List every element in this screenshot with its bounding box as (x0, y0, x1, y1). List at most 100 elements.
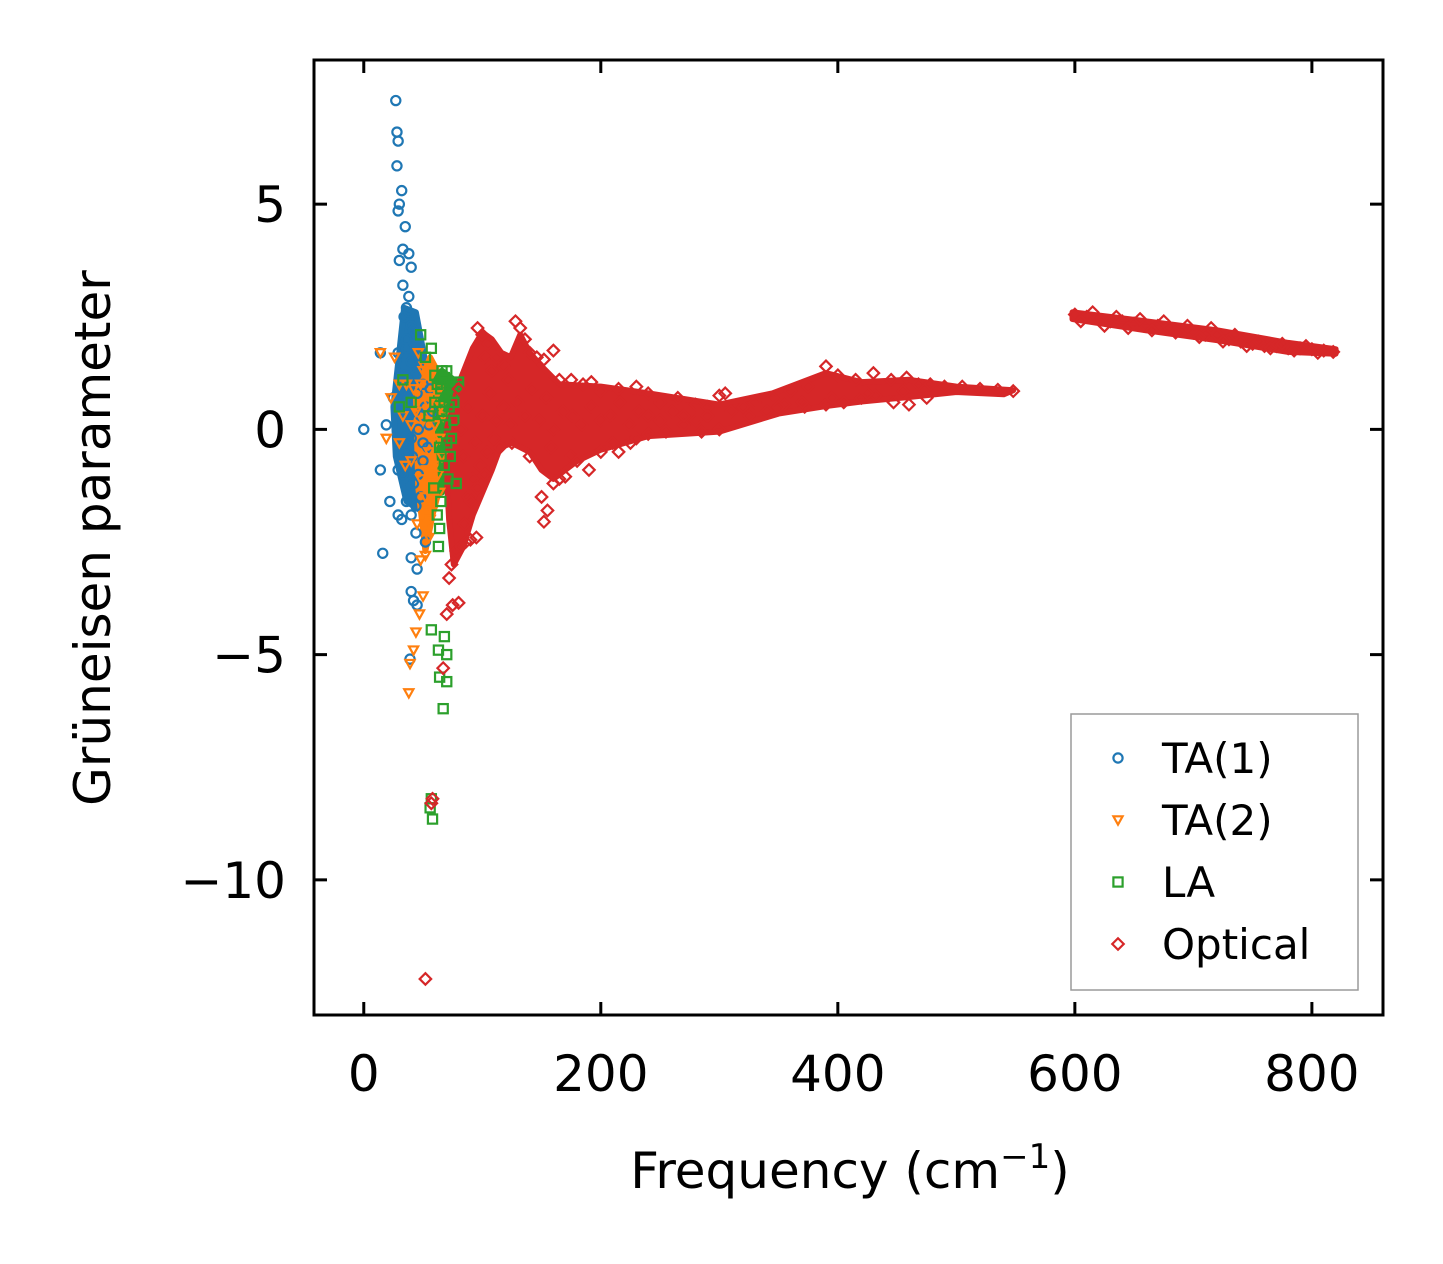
point-optical-99 (474, 408, 490, 424)
point-optical-66 (712, 388, 727, 403)
point-optical-36 (534, 489, 549, 505)
point-optical-167 (1144, 322, 1160, 338)
point-optical-178 (1156, 313, 1172, 329)
point-ta1-55 (405, 585, 417, 598)
point-optical-163 (1325, 344, 1341, 360)
x-tick-label-800: 800 (1264, 1045, 1359, 1103)
point-ta1-37 (374, 464, 387, 476)
point-la-21 (433, 441, 446, 454)
legend-label-ta1: TA(1) (1161, 734, 1273, 783)
point-la-29 (438, 630, 451, 643)
point-optical-110 (555, 404, 571, 419)
point-optical-108 (538, 390, 554, 406)
point-ta1-5 (396, 184, 408, 197)
point-ta1-7 (392, 205, 404, 217)
point-optical-107 (531, 413, 547, 428)
point-optical-129 (824, 390, 840, 406)
point-optical-128 (794, 395, 810, 410)
point-optical-1 (425, 791, 440, 807)
point-optical-175 (1085, 304, 1100, 320)
point-optical-5 (445, 597, 460, 613)
point-ta1-23 (405, 356, 417, 368)
point-ta2-27 (414, 555, 428, 567)
point-optical-79 (911, 377, 926, 392)
point-optical-97 (460, 399, 476, 415)
x-tick-label-400: 400 (790, 1045, 885, 1103)
point-optical-53 (694, 424, 709, 439)
point-ta1-8 (399, 220, 411, 233)
point-optical-172 (1263, 340, 1278, 356)
point-ta1-13 (397, 279, 409, 291)
point-la-37 (405, 396, 417, 409)
point-la-30 (441, 648, 453, 661)
point-optical-121 (664, 404, 680, 419)
point-optical-101 (489, 413, 504, 428)
point-optical-100 (482, 386, 497, 401)
point-ta1-39 (397, 468, 409, 481)
point-ta2-32 (403, 658, 417, 671)
point-optical-41 (557, 469, 573, 484)
point-la-43 (436, 365, 448, 377)
point-optical-7 (441, 570, 457, 586)
point-ta2-17 (428, 420, 442, 432)
point-optical-67 (717, 386, 733, 401)
point-optical-120 (652, 413, 668, 428)
point-optical-13 (469, 530, 484, 545)
point-optical-84 (990, 382, 1006, 398)
point-ta2-14 (422, 447, 436, 459)
point-optical-112 (574, 417, 590, 433)
y-axis-label: Grüneisen parameter (64, 270, 122, 806)
point-optical-93 (886, 395, 901, 410)
point-la-41 (448, 396, 460, 409)
point-optical-68 (735, 399, 751, 415)
point-optical-77 (883, 372, 899, 388)
dense-band-layer (390, 304, 1339, 568)
point-ta2-41 (404, 420, 418, 432)
point-ta1-6 (393, 198, 406, 210)
point-optical-40 (552, 471, 567, 487)
point-ta1-68 (410, 500, 422, 512)
point-ta1-49 (410, 527, 422, 539)
point-ta1-47 (396, 513, 408, 526)
point-optical-126 (741, 408, 757, 424)
y-tick-label--10: −10 (180, 852, 286, 910)
point-optical-26 (496, 359, 511, 374)
point-optical-50 (640, 426, 656, 442)
x-axis-label-superscript: −1 (1000, 1137, 1050, 1177)
point-la-39 (429, 396, 441, 409)
point-optical-31 (522, 345, 538, 361)
point-optical-45 (593, 444, 609, 460)
point-optical-25 (489, 350, 504, 365)
point-optical-173 (1286, 343, 1302, 358)
point-optical-135 (470, 480, 485, 496)
point-ta2-0 (373, 348, 387, 360)
point-optical-70 (765, 390, 780, 406)
point-optical-78 (899, 370, 914, 385)
point-ta1-45 (400, 495, 413, 508)
point-optical-12 (463, 532, 478, 548)
point-optical-37 (536, 514, 552, 530)
x-tick-label-600: 600 (1027, 1045, 1122, 1103)
point-optical-43 (569, 453, 585, 469)
point-ta1-52 (405, 552, 417, 564)
point-optical-88 (797, 399, 812, 415)
x-ticks: 0 200 400 600 800 (348, 60, 1360, 1103)
point-optical-86 (759, 404, 775, 419)
point-ta1-48 (405, 509, 417, 521)
point-ta2-25 (422, 532, 436, 545)
point-optical-104 (510, 395, 526, 410)
point-optical-166 (1120, 320, 1136, 336)
point-la-32 (441, 675, 453, 688)
point-optical-123 (688, 413, 703, 428)
point-optical-127 (771, 399, 786, 415)
point-optical-169 (1191, 329, 1207, 345)
legend-marker-ta1 (1112, 752, 1124, 764)
point-optical-28 (508, 313, 523, 329)
point-la-42 (439, 419, 452, 431)
legend-marker-la (1112, 876, 1124, 888)
point-ta1-18 (403, 306, 415, 318)
point-optical-125 (723, 404, 739, 419)
point-ta1-33 (412, 423, 424, 436)
point-optical-117 (621, 417, 637, 433)
point-optical-18 (479, 444, 495, 460)
